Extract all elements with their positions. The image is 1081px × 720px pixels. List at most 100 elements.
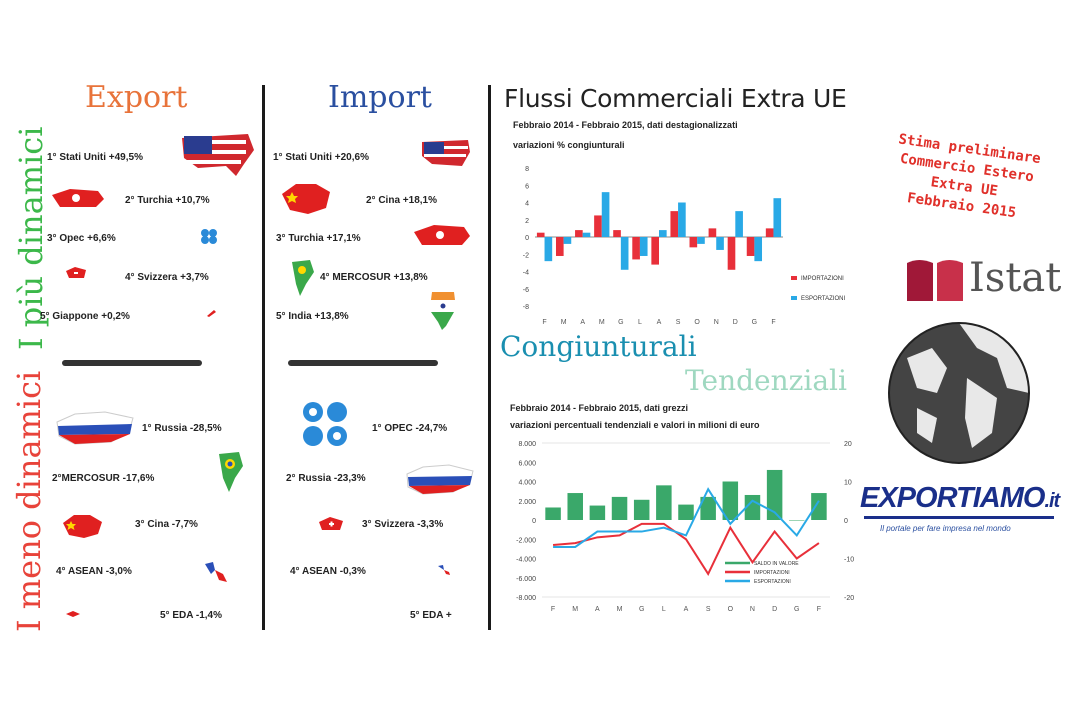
chart1-bar (716, 237, 724, 250)
chart1-bar (632, 237, 640, 260)
chart-tendenziali: 8.000 6.000 4.000 2.000 0 -2.000 -4.000 -6.000 -… (516, 441, 854, 613)
chart2-xtick-label: F (817, 606, 821, 613)
chart2-xtick-label: A (595, 606, 600, 613)
divider-brush-export (62, 360, 202, 366)
chart1-xtick-label: S (676, 319, 681, 326)
main-title: Flussi Commerciali Extra UE (504, 84, 847, 113)
chart1-xtick-label: A (657, 319, 662, 326)
chart1-ytick-label: -4 (523, 270, 529, 277)
chart1-bar (563, 237, 572, 244)
istat-wordmark: Istat (969, 255, 1062, 301)
chart2-legend-label: ESPORTAZIONI (754, 579, 791, 585)
turkey-map-icon (52, 189, 104, 207)
chart1-xtick-label: M (561, 319, 567, 326)
chart2-line-esportazioni (553, 487, 820, 548)
import-top-1: 1° Stati Uniti +20,6% (273, 152, 369, 163)
import-bottom-3: 3° Svizzera -3,3% (362, 519, 444, 530)
chart2-ytick-left-label: 8.000 (518, 441, 536, 448)
chart1-ytick-label: 8 (525, 166, 529, 173)
chart2-balance-bar (811, 493, 827, 520)
chart1-bar (613, 230, 621, 237)
separator-right (488, 85, 491, 630)
chart1-bar (575, 230, 583, 237)
chart2-ytick-left-label: 4.000 (518, 480, 536, 487)
chart-congiunturali: -8 -6 -4 -2 0 2 4 6 8 F M A M G L A S O N D G F IMPORTAZIONI ES… (523, 166, 846, 326)
chart2-xtick-label: G (639, 606, 644, 613)
chart1-ytick-label: -8 (523, 304, 529, 311)
import-top-2: 2° Cina +18,1% (366, 195, 437, 206)
chart1-bar (735, 211, 743, 237)
chart1-bar (601, 192, 610, 237)
chart2-xtick-label: S (706, 606, 711, 613)
export-top-2: 2° Turchia +10,7% (125, 195, 210, 206)
export-heading: Export (85, 80, 188, 115)
exportiamo-underline (864, 516, 1054, 519)
japan-map-icon (207, 310, 216, 317)
chart1-bar (670, 211, 679, 237)
chart1-bar (555, 237, 564, 256)
chart2-xtick-label: M (572, 606, 578, 613)
chart2-balance-bar (678, 504, 694, 520)
exportiamo-logo[interactable]: EXPORTIAMO.it Il portale per fare impres… (860, 482, 1070, 552)
chart2-xtick-label: O (728, 606, 734, 613)
asean-map-icon (205, 562, 227, 582)
chart1-xtick-label: F (771, 319, 775, 326)
congiunturali-title: Congiunturali (500, 330, 697, 363)
chart2-balance-bar (789, 520, 805, 521)
chart1-xtick-label: D (733, 319, 738, 326)
chart1-xtick-label: O (694, 319, 700, 326)
import-top-3: 3° Turchia +17,1% (276, 233, 361, 244)
import-bottom-4: 4° ASEAN -0,3% (290, 566, 366, 577)
chart2-subtitle-line2: variazioni percentuali tendenziali e val… (510, 420, 760, 430)
opec-logo-icon (303, 402, 347, 446)
export-bottom-4: 4° ASEAN -3,0% (56, 566, 132, 577)
chart1-xtick-label: G (752, 319, 757, 326)
import-bottom-5: 5° EDA + (410, 610, 452, 621)
chart1-bar (536, 232, 545, 237)
chart1-ytick-label: 0 (525, 235, 529, 242)
divider-brush-import (288, 360, 438, 366)
export-top-5: 5° Giappone +0,2% (40, 311, 130, 322)
exportiamo-wordmark: EXPORTIAMO.it (860, 482, 1060, 515)
switzerland-map-icon (319, 517, 343, 530)
chart1-bar (582, 232, 591, 237)
chart2-xtick-label: M (617, 606, 623, 613)
mercosur-map-icon (292, 260, 314, 296)
chart2-ytick-left-label: 6.000 (518, 460, 536, 467)
chart1-bar (765, 228, 774, 237)
istat-logo: Istat (905, 255, 1061, 305)
chart1-bar (651, 237, 659, 265)
chart2-xtick-label: D (772, 606, 777, 613)
import-bottom-1: 1° OPEC -24,7% (372, 423, 448, 434)
mercosur-map-icon (219, 452, 243, 492)
chart2-balance-bar (766, 469, 783, 520)
chart1-xtick-label: M (599, 319, 605, 326)
export-bottom-5: 5° EDA -1,4% (160, 610, 222, 621)
china-map-icon (63, 515, 102, 538)
chart2-xtick-label: G (794, 606, 799, 613)
chart1-ytick-label: 4 (525, 201, 529, 208)
exportiamo-tagline: Il portale per fare impresa nel mondo (880, 524, 1011, 533)
chart1-bar (697, 237, 705, 244)
import-top-4: 4° MERCOSUR +13,8% (320, 272, 428, 283)
chart1-bar (746, 237, 755, 256)
chart1-ytick-label: 2 (525, 218, 529, 225)
usa-flag-icon (422, 140, 470, 166)
chart2-balance-bar (567, 493, 583, 520)
chart2-ytick-left-label: -8.000 (516, 595, 536, 602)
import-top-5: 5° India +13,8% (276, 311, 349, 322)
chart2-ytick-left-label: 0 (532, 518, 536, 525)
chart2-ytick-left-label: 2.000 (518, 499, 536, 506)
chart2-balance-bar (545, 507, 561, 520)
chart1-bar (689, 237, 698, 248)
chart2-ytick-right-label: 0 (844, 518, 848, 525)
export-bottom-3: 3° Cina -7,7% (135, 519, 198, 530)
chart2-balance-bar (722, 481, 739, 520)
chart2-ytick-left-label: -4.000 (516, 557, 536, 564)
stamp-preliminary-estimate: Stima preliminare Commercio Estero Extra… (864, 127, 1068, 229)
chart2-legend-label: IMPORTAZIONI (754, 570, 790, 576)
chart2-balance-bar (589, 505, 606, 520)
import-bottom-2: 2° Russia -23,3% (286, 473, 366, 484)
separator-left (262, 85, 265, 630)
chart1-bar (678, 202, 686, 237)
